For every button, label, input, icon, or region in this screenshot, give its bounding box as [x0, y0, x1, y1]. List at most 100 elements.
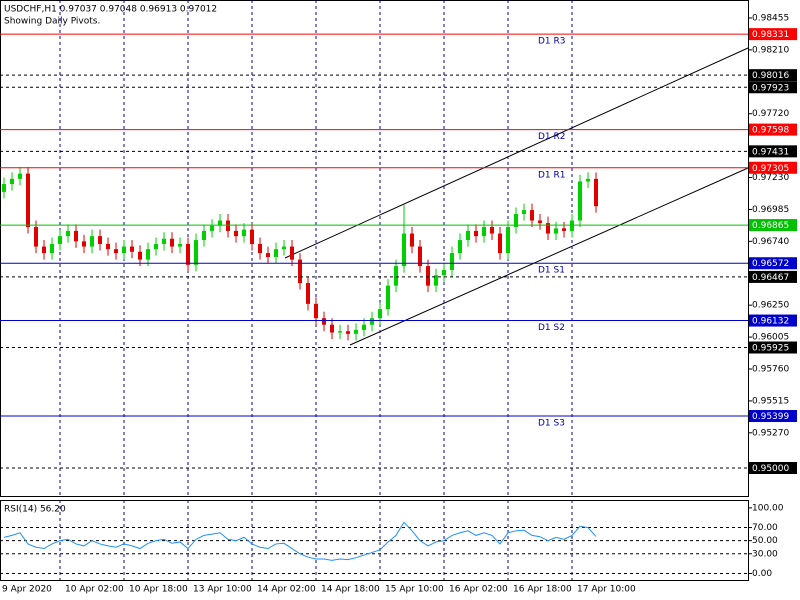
level-box — [749, 461, 797, 474]
level-label: 0.97305 — [752, 164, 789, 174]
x-tick-label: 10 Apr 02:00 — [65, 585, 124, 595]
candle-body — [370, 318, 374, 325]
pivot-name: D1 S2 — [538, 323, 565, 333]
candle-body — [82, 241, 86, 247]
y-tick-label: 0.97230 — [752, 173, 789, 183]
candle-body — [338, 331, 342, 333]
level-box — [749, 410, 797, 423]
candle-body — [34, 227, 38, 247]
y-tick-label: 0.00 — [752, 569, 772, 579]
candle-body — [490, 227, 494, 234]
candle-body — [546, 223, 550, 234]
level-box — [749, 314, 797, 327]
pivot-name: D1 R3 — [538, 37, 566, 47]
level-box — [749, 81, 797, 94]
candle-body — [578, 181, 582, 221]
candle-body — [290, 246, 294, 260]
candle-body — [474, 230, 478, 237]
x-tick-label: 15 Apr 10:00 — [385, 585, 444, 595]
candle-body — [298, 259, 302, 284]
level-label: 0.96132 — [752, 317, 789, 327]
candle-body — [482, 227, 486, 237]
candle-body — [18, 173, 22, 179]
candle-body — [458, 240, 462, 254]
y-tick-label: 70.00 — [752, 523, 778, 533]
level-label: 0.96572 — [752, 259, 789, 269]
y-tick-label: 100.00 — [752, 503, 784, 513]
candle-body — [122, 246, 126, 254]
level-label: 0.95000 — [752, 464, 789, 474]
level-label: 0.98331 — [752, 30, 789, 40]
candle-body — [538, 220, 542, 224]
y-tick-label: 0.95270 — [752, 428, 789, 438]
candle-body — [26, 173, 30, 228]
candle-body — [282, 246, 286, 250]
candle-body — [314, 303, 318, 319]
y-tick-label: 0.96985 — [752, 205, 789, 215]
candle-body — [1, 184, 6, 192]
y-tick-label: 0.98455 — [752, 13, 789, 23]
candle-body — [394, 266, 398, 286]
level-box — [749, 219, 797, 232]
candle-body — [186, 243, 190, 265]
level-label: 0.97923 — [752, 83, 789, 93]
x-tick-label: 16 Apr 02:00 — [449, 585, 508, 595]
candle-body — [306, 283, 310, 304]
x-tick-label: 14 Apr 18:00 — [321, 585, 380, 595]
level-label: 0.95399 — [752, 412, 789, 422]
candle-body — [226, 220, 230, 231]
candle-body — [74, 230, 78, 242]
candle-body — [570, 220, 574, 231]
level-box — [749, 28, 797, 41]
x-tick-label: 16 Apr 18:00 — [513, 585, 572, 595]
candle-body — [402, 233, 406, 267]
level-box — [749, 145, 797, 158]
rsi-line — [3, 521, 597, 561]
level-box — [749, 161, 797, 174]
candle-body — [146, 249, 150, 260]
level-label: 0.97431 — [752, 147, 789, 157]
level-label: 0.95925 — [752, 344, 789, 354]
main-frame — [0, 0, 749, 497]
candle-body — [554, 228, 558, 234]
pivot-name: D1 S3 — [538, 419, 565, 429]
y-tick-label: 0.96005 — [752, 333, 789, 343]
candle-body — [498, 233, 502, 254]
candle-body — [114, 249, 118, 254]
candle-body — [362, 324, 366, 330]
candle-body — [234, 230, 238, 237]
pivot-name: D1 R1 — [538, 170, 566, 180]
candle-body — [410, 233, 414, 247]
candle-body — [258, 243, 262, 254]
candle-body — [130, 246, 134, 252]
candle-body — [106, 243, 110, 250]
rsi-title: RSI(14) 56.20 — [4, 505, 66, 515]
candle-body — [90, 236, 94, 247]
candle-body — [66, 230, 70, 237]
y-tick-label: 0.95760 — [752, 365, 789, 375]
candle-body — [58, 236, 62, 244]
candle-body — [466, 230, 470, 241]
level-box — [749, 257, 797, 270]
level-label: 0.96865 — [752, 221, 789, 231]
channel-line — [349, 167, 749, 346]
y-tick-label: 0.97720 — [752, 109, 789, 119]
level-box — [749, 341, 797, 354]
candle-body — [170, 238, 174, 247]
candle-body — [378, 309, 382, 319]
candle-body — [10, 178, 14, 185]
candle-body — [386, 285, 390, 310]
candle-body — [450, 253, 454, 271]
candle-body — [586, 178, 590, 182]
candle-body — [442, 270, 446, 276]
level-label: 0.97598 — [752, 126, 789, 136]
candle-body — [154, 243, 158, 250]
candle-body — [530, 210, 534, 221]
y-tick-label: 0.96740 — [752, 237, 789, 247]
y-tick-label: 0.96250 — [752, 301, 789, 311]
candle-body — [98, 236, 102, 244]
candle-body — [346, 331, 350, 334]
candle-body — [250, 229, 254, 244]
